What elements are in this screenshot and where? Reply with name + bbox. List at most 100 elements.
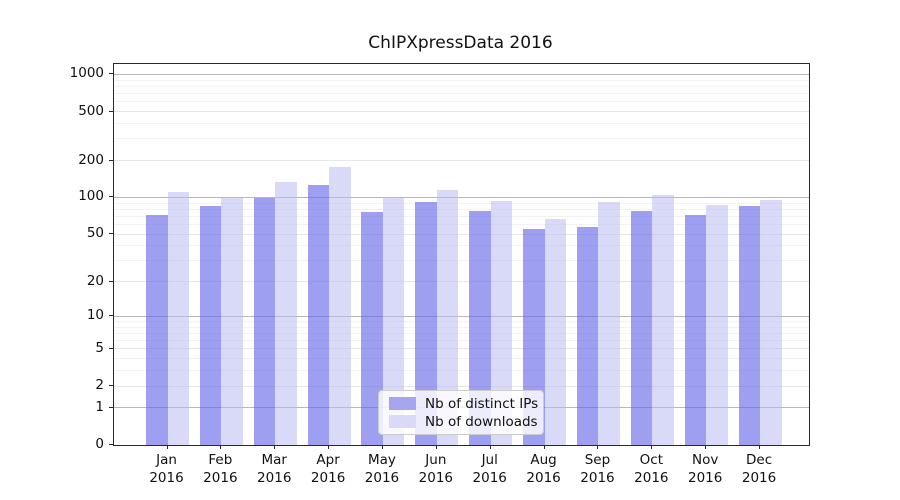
bar-downloads-feb (221, 196, 243, 445)
bar-distinct-ips-sep (576, 227, 599, 445)
x-tick-year: 2016 (310, 470, 346, 486)
gridline-minor (114, 340, 809, 342)
x-tick-mark (597, 445, 599, 449)
y-tick-label-500: 500 (78, 102, 104, 119)
gridline-minor (114, 321, 809, 322)
gridline-minor (114, 93, 809, 95)
bar-distinct-ips-dec (738, 206, 761, 445)
y-tick-mark (109, 280, 113, 282)
bar-distinct-ips-jan (146, 214, 168, 445)
x-tick-year: 2016 (688, 470, 723, 486)
x-tick-label-nov: Nov 2016 (670, 451, 740, 487)
bar-distinct-ips-may (361, 212, 383, 445)
x-tick-label-jul: Jul 2016 (455, 451, 525, 487)
y-tick-mark (109, 233, 113, 235)
x-tick-mark (489, 445, 491, 449)
y-tick-mark (109, 406, 113, 408)
y-tick-label-1000: 1000 (69, 65, 104, 82)
x-tick-year: 2016 (149, 470, 184, 486)
x-tick-mark (435, 445, 437, 449)
gridline-minor (114, 224, 809, 226)
gridline-minor (114, 101, 809, 103)
bar-downloads-sep (598, 202, 620, 445)
x-tick-label-mar: Mar 2016 (239, 451, 309, 487)
x-tick-month: Jun (425, 452, 447, 468)
bar-distinct-ips-jul (469, 210, 491, 445)
x-tick-mark (274, 445, 276, 449)
legend-entry-distinct-ips: Nb of distinct IPs (389, 396, 538, 412)
x-tick-mark (220, 445, 222, 449)
gridline-minor (114, 202, 809, 204)
gridline-minor (114, 326, 809, 328)
x-tick-label-may: May 2016 (347, 451, 417, 487)
y-tick-label-200: 200 (78, 151, 104, 168)
x-tick-month: Feb (208, 452, 233, 468)
x-tick-month: Dec (746, 452, 773, 468)
bar-distinct-ips-nov (684, 214, 707, 445)
bar-downloads-mar (275, 182, 297, 445)
bar-distinct-ips-feb (199, 206, 222, 445)
x-tick-label-apr: Apr 2016 (293, 451, 363, 487)
x-tick-label-jun: Jun 2016 (401, 451, 471, 487)
y-tick-label-1: 1 (95, 398, 104, 415)
bar-downloads-nov (706, 204, 728, 445)
x-tick-year: 2016 (203, 470, 238, 486)
y-tick-label-5: 5 (95, 339, 104, 356)
legend-label-downloads: Nb of downloads (425, 413, 538, 430)
x-tick-label-sep: Sep 2016 (562, 451, 632, 487)
gridline-major (114, 160, 809, 162)
x-tick-year: 2016 (472, 470, 507, 486)
y-tick-label-0: 0 (95, 436, 104, 452)
bar-downloads-oct (652, 195, 674, 445)
y-tick-mark (109, 385, 113, 387)
x-tick-month: Mar (261, 452, 287, 468)
gridline-minor (114, 332, 809, 334)
x-tick-mark (381, 445, 383, 449)
y-tick-mark (109, 444, 113, 445)
gridline-minor (114, 358, 809, 360)
x-tick-label-feb: Feb 2016 (185, 451, 255, 487)
y-tick-label-10: 10 (86, 307, 104, 324)
legend-swatch-distinct-ips (389, 397, 416, 410)
x-tick-month: Jul (481, 452, 498, 468)
y-tick-label-100: 100 (78, 188, 104, 205)
y-tick-label-50: 50 (86, 225, 104, 242)
legend-swatch-downloads (389, 415, 416, 428)
gridline-minor (114, 245, 809, 247)
x-tick-month: Aug (530, 452, 557, 468)
y-tick-label-20: 20 (86, 272, 104, 289)
bar-downloads-dec (760, 200, 782, 445)
gridline-minor (114, 85, 809, 87)
gridline-major (114, 73, 809, 75)
gridline-major (114, 348, 809, 350)
bar-distinct-ips-jun (415, 201, 437, 445)
chart-title: ChIPXpressData 2016 (368, 33, 553, 53)
gridline-minor (114, 123, 809, 125)
bar-distinct-ips-oct (630, 211, 653, 445)
x-tick-mark (166, 445, 168, 449)
gridline-minor (114, 208, 809, 210)
x-tick-mark (705, 445, 707, 449)
y-tick-mark (109, 315, 113, 317)
gridline-major (114, 281, 809, 283)
bar-downloads-jul (490, 200, 513, 445)
x-tick-mark (759, 445, 761, 449)
gridline-major (114, 385, 809, 387)
x-tick-label-aug: Aug 2016 (509, 451, 579, 487)
legend-entry-downloads: Nb of downloads (389, 413, 538, 430)
x-tick-month: May (368, 452, 396, 468)
plot-area: Nb of distinct IPs Nb of downloads (113, 63, 810, 446)
x-tick-year: 2016 (741, 470, 777, 486)
gridline-minor (114, 138, 809, 140)
x-tick-mark (328, 445, 330, 449)
x-tick-mark (651, 445, 653, 449)
gridline-major (114, 111, 809, 113)
x-tick-label-dec: Dec 2016 (724, 451, 794, 487)
x-tick-year: 2016 (257, 470, 292, 486)
x-tick-year: 2016 (418, 470, 454, 486)
y-tick-mark (109, 73, 113, 75)
bar-downloads-jan (167, 192, 189, 445)
x-tick-month: Apr (316, 452, 340, 468)
legend: Nb of distinct IPs Nb of downloads (378, 390, 544, 435)
